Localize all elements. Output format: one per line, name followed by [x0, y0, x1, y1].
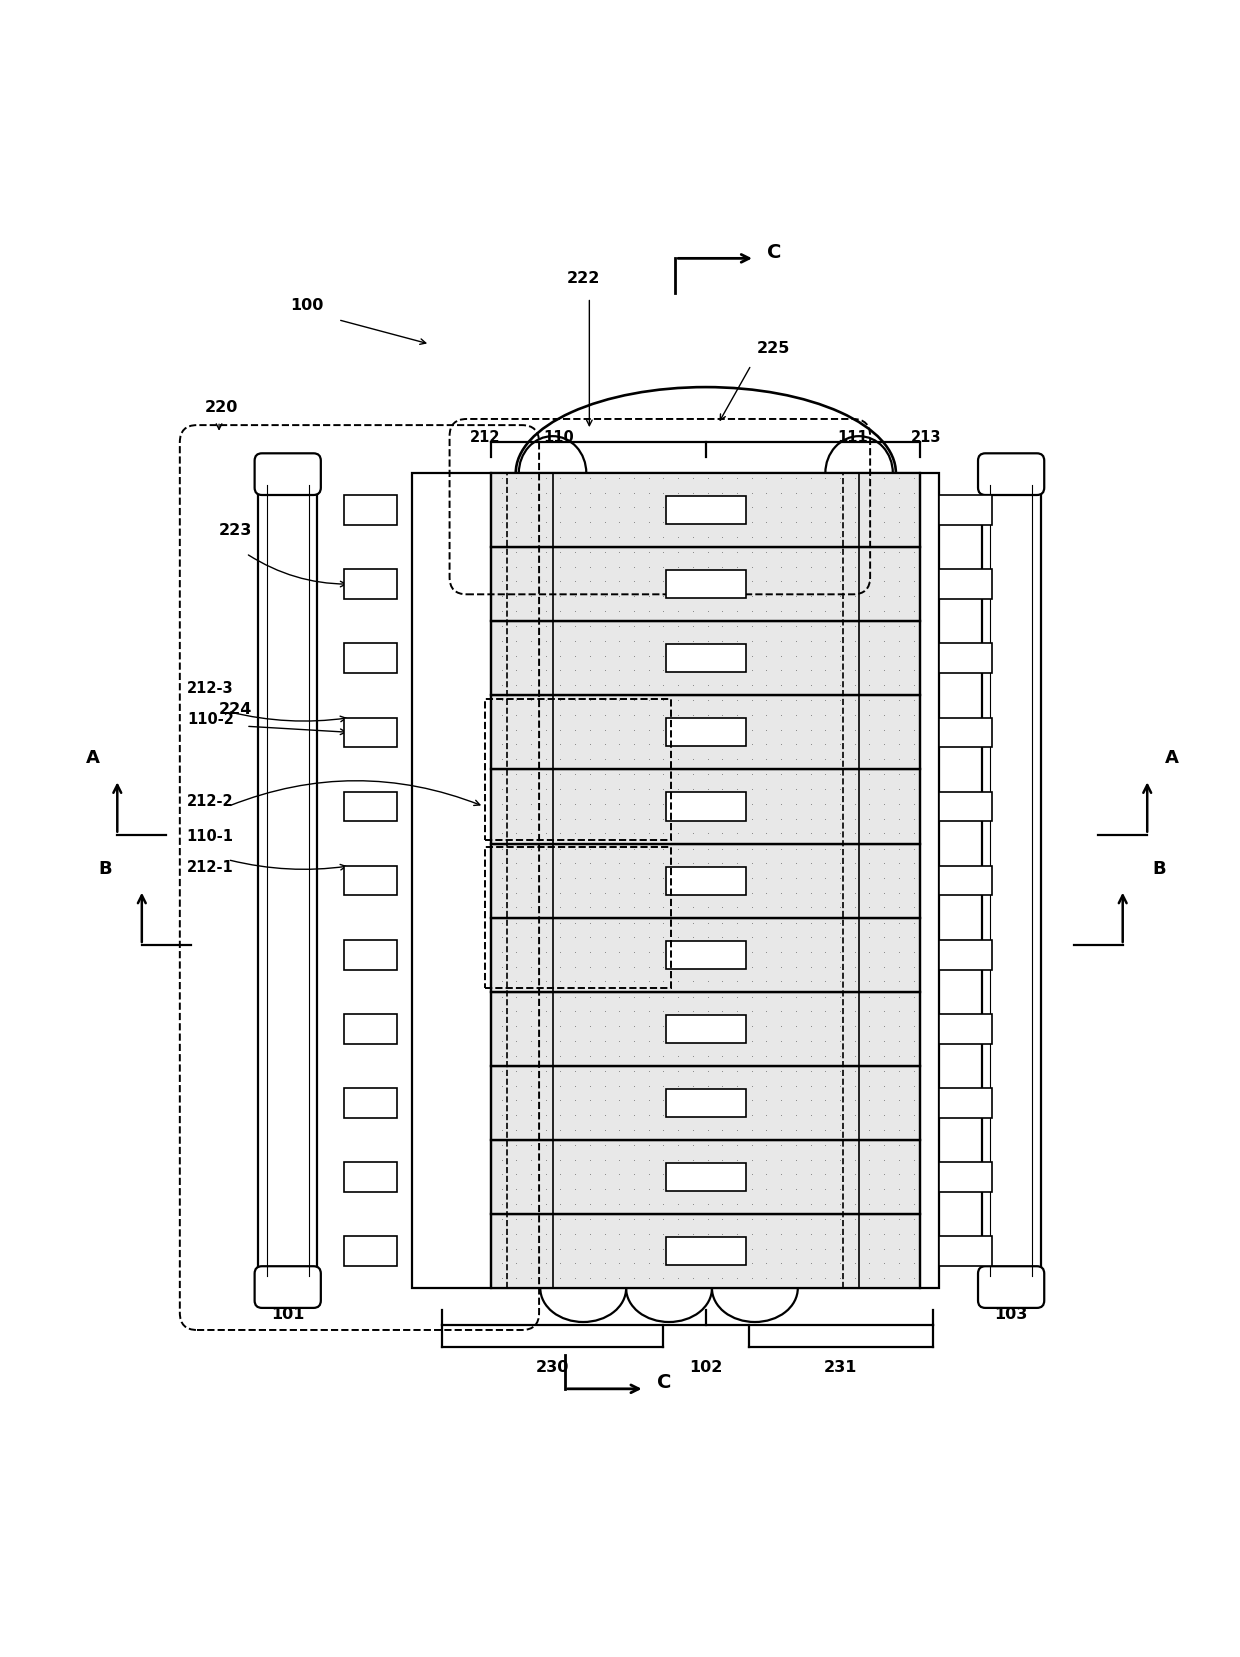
Bar — [345, 570, 397, 598]
Bar — [939, 1014, 992, 1044]
Bar — [345, 643, 397, 673]
Text: C: C — [657, 1374, 671, 1392]
Bar — [939, 495, 992, 525]
Text: 213: 213 — [911, 431, 941, 446]
Bar — [485, 847, 672, 988]
Bar — [666, 867, 745, 895]
Bar — [345, 940, 397, 969]
Bar — [345, 1162, 397, 1191]
Bar — [258, 472, 317, 1287]
Bar — [939, 643, 992, 673]
Bar — [666, 792, 745, 820]
Bar — [939, 940, 992, 969]
Bar — [485, 699, 672, 840]
Bar — [939, 1236, 992, 1266]
Bar — [666, 1089, 745, 1117]
Bar — [939, 1162, 992, 1191]
Bar — [939, 1089, 992, 1118]
Bar — [345, 792, 397, 822]
Bar — [939, 570, 992, 598]
Text: C: C — [768, 242, 781, 262]
Bar — [666, 1238, 745, 1266]
Bar — [345, 1014, 397, 1044]
Bar — [345, 1236, 397, 1266]
Bar — [491, 1215, 920, 1287]
Bar — [491, 769, 920, 843]
Text: 230: 230 — [536, 1360, 569, 1375]
Bar — [666, 495, 745, 524]
Text: 225: 225 — [756, 341, 790, 356]
Bar — [491, 547, 920, 621]
Bar — [666, 645, 745, 673]
Text: 212-1: 212-1 — [187, 860, 234, 875]
Bar — [491, 472, 920, 547]
Bar — [939, 867, 992, 895]
Text: 110-1: 110-1 — [187, 828, 234, 845]
Bar — [939, 792, 992, 822]
Bar — [666, 1163, 745, 1191]
Bar — [491, 621, 920, 696]
Bar — [345, 495, 397, 525]
Bar — [491, 843, 920, 918]
Text: 212-2: 212-2 — [187, 794, 234, 810]
Bar — [666, 717, 745, 746]
Bar — [412, 472, 939, 1287]
Text: 111: 111 — [837, 431, 868, 446]
Text: 223: 223 — [218, 524, 252, 539]
Text: A: A — [86, 749, 99, 767]
Text: 100: 100 — [290, 298, 324, 313]
Text: 212-3: 212-3 — [187, 681, 234, 696]
Bar — [345, 717, 397, 747]
Text: 220: 220 — [205, 399, 238, 414]
Bar — [666, 941, 745, 969]
Bar — [345, 867, 397, 895]
Text: 110-2: 110-2 — [187, 711, 234, 727]
Bar — [939, 717, 992, 747]
Bar — [982, 472, 1040, 1287]
Bar — [666, 570, 745, 598]
Bar — [666, 1014, 745, 1042]
Text: 101: 101 — [272, 1307, 304, 1322]
Bar — [491, 1065, 920, 1140]
Text: B: B — [98, 860, 112, 878]
FancyBboxPatch shape — [978, 1266, 1044, 1307]
Text: B: B — [1153, 860, 1167, 878]
Text: 102: 102 — [689, 1360, 723, 1375]
Bar — [491, 918, 920, 993]
Text: 222: 222 — [567, 270, 600, 287]
Text: A: A — [1164, 749, 1179, 767]
FancyBboxPatch shape — [254, 1266, 321, 1307]
Bar — [491, 696, 920, 769]
Text: 103: 103 — [994, 1307, 1028, 1322]
Text: 110: 110 — [543, 431, 574, 446]
Bar — [491, 993, 920, 1065]
Text: 212: 212 — [470, 431, 501, 446]
Bar — [345, 1089, 397, 1118]
FancyBboxPatch shape — [978, 454, 1044, 495]
Text: 231: 231 — [825, 1360, 857, 1375]
FancyBboxPatch shape — [254, 454, 321, 495]
Bar — [491, 1140, 920, 1215]
Text: 224: 224 — [218, 703, 252, 717]
